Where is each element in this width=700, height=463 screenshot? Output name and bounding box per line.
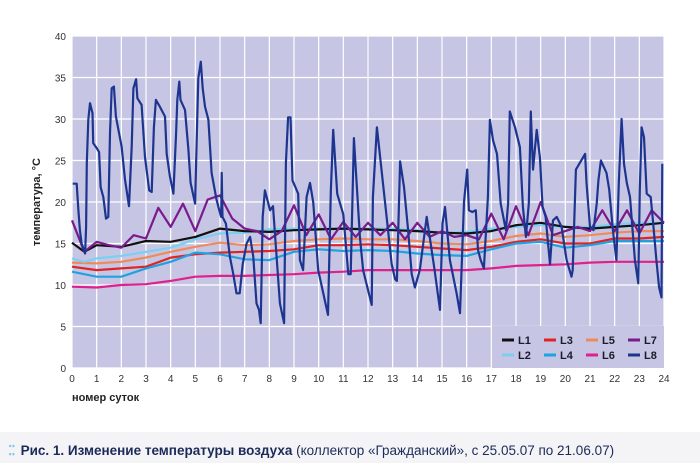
x-tick-label: 17 xyxy=(486,374,498,385)
x-tick-label: 12 xyxy=(362,374,374,385)
x-tick-label: 2 xyxy=(119,374,125,385)
series-line-l8 xyxy=(72,60,664,325)
caption-details: (коллектор «Гражданский», с 25.05.07 по … xyxy=(292,443,615,458)
x-axis-label: номер суток xyxy=(72,392,140,404)
y-tick-label: 5 xyxy=(60,323,66,334)
y-tick-label: 30 xyxy=(55,115,67,126)
x-tick-label: 8 xyxy=(267,374,273,385)
y-tick-label: 25 xyxy=(55,157,67,168)
x-tick-label: 22 xyxy=(609,374,621,385)
x-tick-label: 19 xyxy=(535,374,547,385)
legend-label-l3: L3 xyxy=(560,335,573,347)
legend-box xyxy=(492,326,664,368)
y-tick-label: 40 xyxy=(55,32,67,43)
legend-label-l6: L6 xyxy=(602,350,615,362)
x-tick-label: 9 xyxy=(291,374,297,385)
x-tick-label: 14 xyxy=(412,374,424,385)
x-tick-label: 5 xyxy=(193,374,199,385)
x-tick-label: 4 xyxy=(168,374,174,385)
dots-icon: ⁚⁚ xyxy=(8,443,16,458)
figure-caption: ⁚⁚ Рис. 1. Изменение температуры воздуха … xyxy=(8,443,614,459)
y-axis-ticks: 0 5 10 15 20 25 30 35 40 xyxy=(55,32,67,375)
series-line-l7 xyxy=(70,194,665,253)
caption-band xyxy=(0,432,700,463)
y-tick-label: 20 xyxy=(55,198,67,209)
x-tick-label: 24 xyxy=(658,374,670,385)
legend-label-l2: L2 xyxy=(518,350,531,362)
x-tick-label: 6 xyxy=(217,374,223,385)
y-axis-label: температура, °С xyxy=(31,158,43,246)
series-lines xyxy=(70,60,665,325)
legend: L1 L3 L5 L7 L2 L4 L6 L8 xyxy=(492,326,664,368)
x-tick-label: 10 xyxy=(313,374,325,385)
x-tick-label: 16 xyxy=(461,374,473,385)
x-tick-label: 20 xyxy=(560,374,572,385)
caption-title: Рис. 1. Изменение температуры воздуха xyxy=(20,443,293,458)
x-tick-label: 18 xyxy=(510,374,522,385)
legend-label-l5: L5 xyxy=(602,335,615,347)
x-axis-ticks: 0 1 2 3 4 5 6 7 8 9 10 11 12 13 14 15 16 17 18 19 20 21 22 23 24 xyxy=(69,374,670,385)
legend-label-l7: L7 xyxy=(644,335,657,347)
x-tick-label: 23 xyxy=(634,374,646,385)
y-tick-label: 35 xyxy=(55,74,67,85)
y-tick-label: 10 xyxy=(55,281,67,292)
x-tick-label: 21 xyxy=(584,374,596,385)
legend-label-l8: L8 xyxy=(644,350,657,362)
x-tick-label: 1 xyxy=(94,374,100,385)
series-line-l5 xyxy=(71,230,664,265)
x-tick-label: 11 xyxy=(338,374,349,385)
series-line-l6 xyxy=(71,260,664,289)
x-tick-label: 0 xyxy=(69,374,75,385)
series-line-l3 xyxy=(71,235,665,272)
y-tick-label: 0 xyxy=(60,364,66,375)
legend-label-l1: L1 xyxy=(518,335,531,347)
y-tick-label: 15 xyxy=(55,240,67,251)
x-tick-label: 3 xyxy=(143,374,149,385)
x-tick-label: 13 xyxy=(387,374,399,385)
legend-label-l4: L4 xyxy=(560,350,574,362)
x-tick-label: 15 xyxy=(436,374,448,385)
x-tick-label: 7 xyxy=(242,374,248,385)
